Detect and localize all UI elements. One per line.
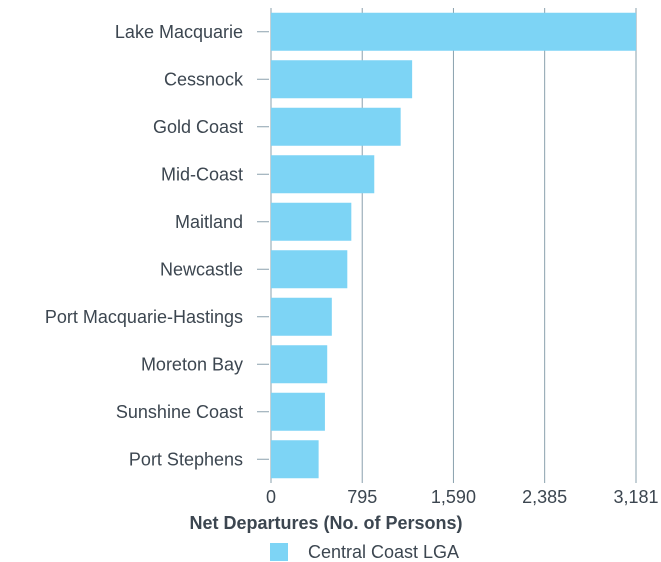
x-tick-label: 1,590 [431,487,476,507]
category-label: Cessnock [164,69,244,89]
x-tick-labels: 0 795 1,590 2,385 3,181 [266,487,659,507]
x-axis-title: Net Departures (No. of Persons) [189,513,462,533]
category-label: Mid-Coast [161,164,243,184]
x-tick-label: 2,385 [522,487,567,507]
bar[interactable] [271,392,325,431]
category-labels: Lake Macquarie Cessnock Gold Coast Mid-Coas… [45,22,244,470]
x-tick-label: 3,181 [613,487,658,507]
category-label: Moreton Bay [141,354,243,374]
category-label: Maitland [175,212,243,232]
bar[interactable] [271,60,413,99]
bars [271,12,636,479]
x-tick-label: 0 [266,487,276,507]
bar[interactable] [271,107,401,146]
legend-label: Central Coast LGA [308,542,459,562]
bar[interactable] [271,250,348,289]
category-label: Port Stephens [129,449,243,469]
category-label: Lake Macquarie [115,22,243,42]
legend[interactable]: Central Coast LGA [270,542,459,562]
category-label: Gold Coast [153,117,243,137]
x-tick-label: 795 [347,487,377,507]
bar[interactable] [271,345,328,384]
bar[interactable] [271,202,352,241]
bar[interactable] [271,12,636,51]
category-label: Port Macquarie-Hastings [45,307,243,327]
category-label: Newcastle [160,259,243,279]
bar[interactable] [271,440,319,479]
bar[interactable] [271,297,332,336]
bar[interactable] [271,155,375,194]
legend-swatch [270,543,288,561]
category-label: Sunshine Coast [116,402,243,422]
category-ticks [257,31,269,460]
